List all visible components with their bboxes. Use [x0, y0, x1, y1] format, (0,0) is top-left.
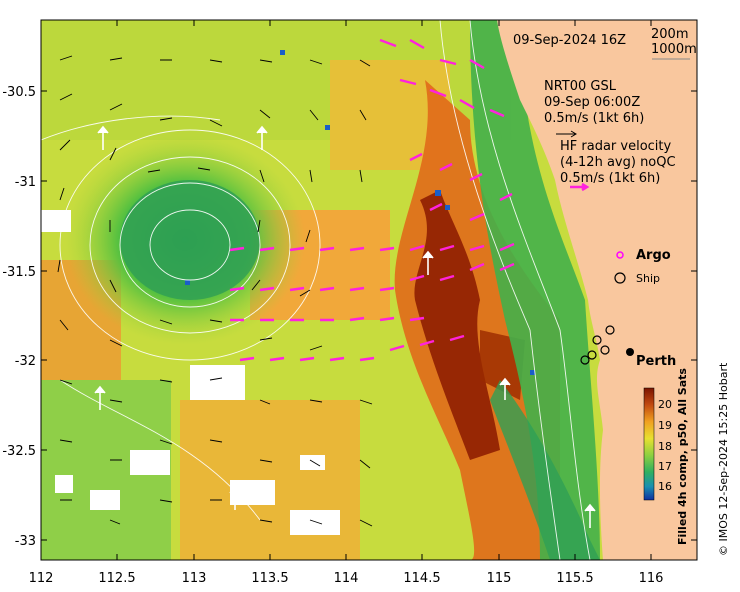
ship-markers: [580, 325, 615, 365]
y-tick-label: -33: [15, 534, 36, 549]
credit-text: © IMOS 12-Sep-2024 15:25 Hobart: [717, 362, 730, 556]
model-scale-arrow: [556, 130, 577, 138]
radar-scale: 0.5m/s (1kt 6h): [560, 171, 660, 186]
radar-scale-arrow: [570, 182, 590, 192]
contour-legend-1000m: 1000m: [651, 42, 697, 57]
argo-legend-marker: [616, 251, 624, 259]
x-tick-label: 113: [182, 571, 207, 586]
radar-subtitle: (4-12h avg) noQC: [560, 155, 676, 170]
colorbar-tick: 16: [658, 480, 672, 493]
y-tick-label: -31.5: [2, 265, 36, 280]
contour-legend-200m: 200m: [651, 27, 688, 42]
x-tick-label: 114: [334, 571, 359, 586]
x-tick-label: 116: [639, 571, 664, 586]
model-name: NRT00 GSL: [544, 79, 617, 94]
y-tick-label: -32: [15, 354, 36, 369]
colorbar: 20 19 18 17 16 Filled 4h comp, p50, All …: [643, 368, 689, 545]
perth-marker: [626, 348, 634, 356]
argo-legend-label: Argo: [636, 248, 671, 263]
place-label-perth: Perth: [636, 354, 676, 369]
colorbar-tick: 20: [658, 398, 672, 411]
plot-frame: [40, 19, 698, 561]
x-tick-label: 114.5: [403, 571, 440, 586]
cloud-gaps: [41, 210, 340, 535]
datetime-label: 09-Sep-2024 16Z: [513, 33, 626, 48]
hf-radar-arrows: [229, 38, 515, 362]
y-tick-label: -32.5: [2, 444, 36, 459]
x-tick-label: 113.5: [251, 571, 288, 586]
radar-title: HF radar velocity: [560, 139, 672, 154]
x-tick-label: 115: [487, 571, 512, 586]
ship-legend-marker: [614, 272, 626, 284]
argo-drift-arrows: [94, 125, 596, 528]
x-tick-label: 115.5: [556, 571, 593, 586]
x-tick-label: 112: [29, 571, 54, 586]
ship-legend-label: Ship: [636, 272, 660, 285]
y-tick-label: -31: [15, 175, 36, 190]
model-scale: 0.5m/s (1kt 6h): [544, 111, 644, 126]
model-time: 09-Sep 06:00Z: [544, 95, 640, 110]
colorbar-tick: 18: [658, 440, 672, 453]
x-tick-label: 112.5: [98, 571, 135, 586]
model-current-arrows: [57, 55, 373, 527]
colorbar-title: Filled 4h comp, p50, All Sats: [676, 368, 689, 545]
colorbar-tick: 17: [658, 460, 672, 473]
sst-field: [41, 20, 697, 560]
x-axis: 112 112.5 113 113.5 114 114.5 115 115.5 …: [29, 20, 664, 586]
colorbar-tick: 19: [658, 419, 672, 432]
y-tick-label: -30.5: [2, 85, 36, 100]
y-axis: -30.5 -31 -31.5 -32 -32.5 -33: [2, 85, 697, 549]
